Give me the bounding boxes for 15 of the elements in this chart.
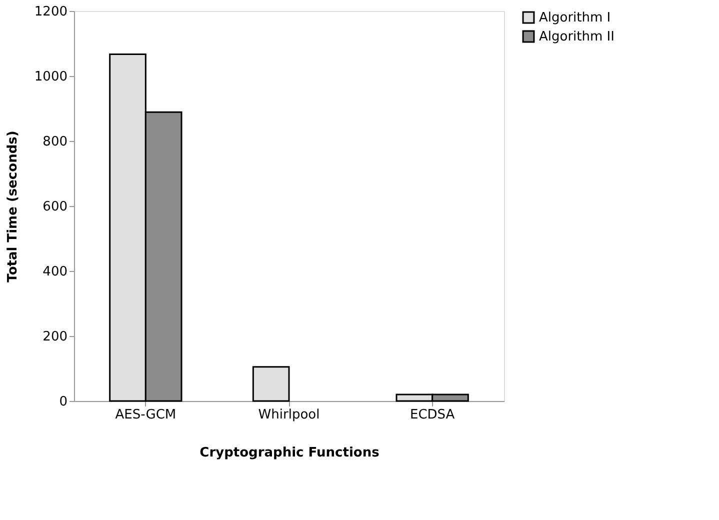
x-tick-label: ECDSA	[410, 408, 455, 422]
y-axis-title: Total Time (seconds)	[5, 130, 20, 282]
y-tick-label: 1000	[34, 70, 68, 84]
y-tick-label: 800	[42, 134, 68, 150]
x-tick-label: AES-GCM	[115, 408, 176, 422]
legend-label: Algorithm II	[539, 30, 614, 44]
y-tick-label: 0	[59, 394, 68, 410]
y-tick-label: 200	[42, 330, 68, 344]
x-axis-title: Cryptographic Functions	[200, 446, 380, 460]
legend-label: Algorithm I	[539, 10, 611, 26]
y-tick-label: 600	[42, 200, 68, 214]
x-tick-label: Whirlpool	[258, 408, 320, 422]
y-tick-label: 1200	[34, 4, 68, 20]
y-tick-label: 400	[42, 264, 68, 280]
bar	[252, 366, 290, 402]
